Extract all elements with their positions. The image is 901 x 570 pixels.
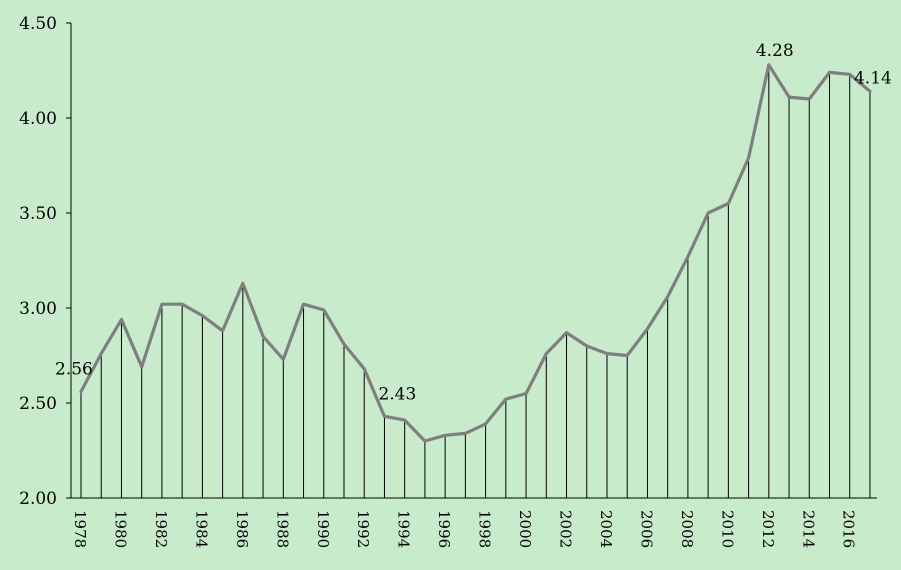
data-point	[484, 423, 487, 425]
data-point	[848, 73, 851, 76]
x-tick-label: 2004	[597, 510, 615, 548]
series-line	[79, 63, 872, 443]
data-point	[242, 282, 244, 285]
data-point	[424, 440, 426, 442]
data-point	[687, 255, 689, 258]
x-tick-label: 2016	[840, 510, 858, 548]
data-point	[768, 64, 770, 66]
y-tick-label: 4.50	[19, 14, 57, 34]
y-tick-label: 2.00	[19, 489, 57, 509]
data-point	[201, 314, 204, 317]
data-point	[161, 303, 163, 306]
data-point	[322, 309, 325, 311]
x-tick-label: 2008	[678, 510, 696, 548]
x-tick-label: 1986	[233, 510, 251, 548]
data-point	[545, 352, 548, 355]
x-tick-label: 1992	[354, 510, 372, 548]
data-point	[565, 331, 568, 334]
x-tick-label: 2006	[637, 510, 655, 548]
data-point	[666, 295, 669, 298]
data-label: 4.14	[854, 68, 892, 88]
data-point	[302, 303, 305, 306]
data-point	[444, 434, 446, 437]
data-point	[363, 368, 366, 370]
x-tick-label: 2014	[799, 510, 817, 548]
x-tick-label: 1984	[192, 510, 210, 548]
data-point	[221, 330, 224, 332]
data-point	[828, 71, 831, 74]
x-tick-label: 1990	[314, 510, 332, 548]
data-point	[403, 419, 406, 421]
x-tick-label: 1994	[395, 510, 413, 548]
data-point	[80, 390, 82, 393]
data-point	[869, 90, 871, 93]
data-point	[606, 352, 608, 355]
data-point	[282, 358, 285, 361]
x-tick-label: 2012	[759, 510, 777, 548]
data-point	[707, 212, 709, 214]
data-point	[626, 354, 629, 357]
data-point	[181, 303, 183, 306]
data-point	[788, 96, 790, 98]
y-tick-label: 3.00	[19, 299, 57, 319]
data-point	[505, 398, 507, 401]
data-point	[100, 352, 103, 355]
data-point	[585, 345, 588, 347]
x-tick-label: 1980	[111, 510, 129, 548]
y-tick-label: 2.50	[19, 394, 57, 414]
data-point	[343, 343, 345, 345]
x-tick-label: 1978	[71, 510, 89, 548]
data-label: 2.56	[55, 360, 93, 380]
data-point	[747, 157, 750, 159]
y-tick-label: 3.50	[19, 204, 57, 224]
data-point	[120, 318, 123, 321]
x-tick-label: 2002	[557, 510, 575, 548]
x-tick-label: 2010	[718, 510, 736, 548]
data-point	[464, 432, 467, 435]
y-tick-label: 4.00	[19, 109, 57, 129]
x-tick-label: 2000	[516, 510, 534, 548]
x-tick-label: 1998	[476, 510, 494, 548]
data-point	[727, 202, 730, 205]
data-point	[646, 328, 649, 330]
data-point	[525, 392, 527, 395]
data-point	[140, 366, 143, 368]
data-point	[808, 98, 811, 100]
x-tick-label: 1982	[152, 510, 170, 548]
data-point	[262, 335, 264, 338]
x-tick-label: 1988	[273, 510, 291, 548]
data-label: 4.28	[756, 41, 794, 61]
data-point	[383, 415, 386, 418]
x-tick-label: 1996	[435, 510, 453, 548]
data-label: 2.43	[378, 384, 416, 404]
